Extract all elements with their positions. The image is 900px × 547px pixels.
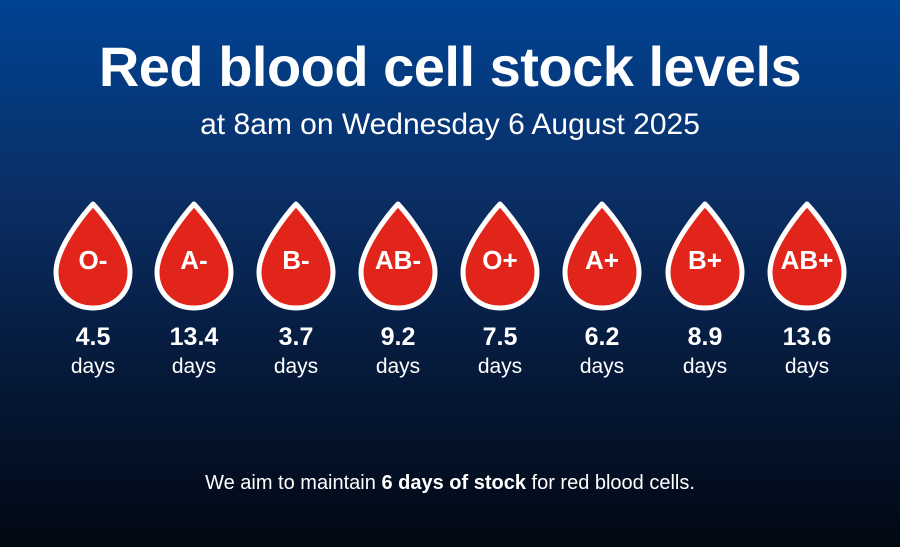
blood-type-label: O- — [78, 245, 108, 275]
stock-days-value: 7.5 — [482, 323, 518, 351]
stock-days-value: 6.2 — [584, 323, 620, 351]
page-title: Red blood cell stock levels — [98, 35, 802, 98]
blood-type-item-b-neg: B- 3.7 days — [246, 200, 346, 390]
stock-days-unit: days — [70, 355, 116, 378]
footer-text-start: We aim to maintain — [205, 472, 382, 494]
footer-note: We aim to maintain 6 days of stock for r… — [0, 470, 900, 496]
page-subtitle: at 8am on Wednesday 6 August 2025 — [200, 108, 700, 141]
blood-type-item-o-pos: O+ 7.5 days — [450, 200, 550, 390]
stock-days-value: 13.4 — [169, 323, 219, 351]
blood-drop-icon — [562, 201, 642, 311]
blood-type-item-ab-neg: AB- 9.2 days — [348, 200, 448, 390]
blood-type-label: AB- — [374, 245, 422, 275]
stock-days-value: 3.7 — [278, 323, 314, 351]
stock-days-unit: days — [579, 355, 625, 378]
stock-days-unit: days — [682, 355, 728, 378]
blood-type-list: O- 4.5 days A- 13.4 days B- 3.7 days AB- — [43, 200, 857, 390]
blood-drop-icon — [460, 201, 540, 311]
blood-drop-icon — [53, 201, 133, 311]
blood-type-item-ab-pos: AB+ 13.6 days — [757, 200, 857, 390]
stock-days-unit: days — [477, 355, 523, 378]
blood-drop-icon — [767, 201, 847, 311]
stock-days-value: 4.5 — [75, 323, 111, 351]
blood-type-label: AB+ — [780, 245, 834, 275]
blood-type-item-o-neg: O- 4.5 days — [43, 200, 143, 390]
blood-type-label: A- — [180, 245, 208, 275]
blood-drop-icon — [256, 201, 336, 311]
stock-days-value: 9.2 — [380, 323, 416, 351]
blood-type-label: A+ — [585, 245, 619, 275]
footer-text-end: for red blood cells. — [525, 472, 695, 494]
blood-drop-icon — [154, 201, 234, 311]
stock-days-unit: days — [784, 355, 830, 378]
footer-text-emphasis: 6 days of stock — [381, 472, 526, 494]
stock-days-value: 13.6 — [782, 323, 832, 351]
stock-days-unit: days — [171, 355, 217, 378]
blood-drop-icon — [665, 201, 745, 311]
blood-type-item-b-pos: B+ 8.9 days — [655, 200, 755, 390]
blood-type-item-a-pos: A+ 6.2 days — [552, 200, 652, 390]
blood-drop-icon — [358, 201, 438, 311]
blood-type-label: B- — [282, 245, 310, 275]
blood-type-item-a-neg: A- 13.4 days — [144, 200, 244, 390]
stock-days-unit: days — [273, 355, 319, 378]
stock-days-unit: days — [375, 355, 421, 378]
blood-type-label: B+ — [688, 245, 722, 275]
blood-type-label: O+ — [482, 245, 518, 275]
stock-days-value: 8.9 — [687, 323, 723, 351]
